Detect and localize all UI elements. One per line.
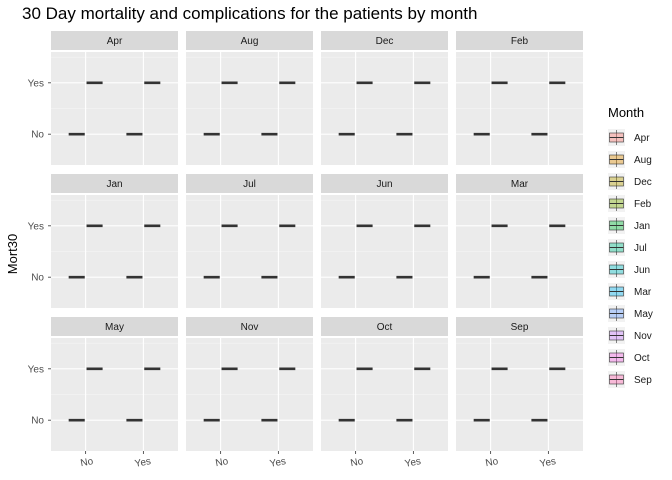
facet-strip — [321, 174, 448, 193]
facet-strip-label: Sep — [511, 322, 529, 333]
facet-strip — [456, 174, 583, 193]
facet-strip — [186, 317, 313, 336]
facet-strip-label: Jun — [376, 179, 392, 190]
facet-panel-dec: Dec — [321, 31, 448, 165]
facet-panel-may: May No Yes No Yes — [28, 317, 178, 470]
facet-panel-mar: Mar — [456, 174, 583, 308]
y-tick-label: No — [31, 273, 44, 284]
legend-item-jun: Jun — [608, 261, 650, 278]
facet-strip-label: May — [105, 322, 124, 333]
y-tick-label: No — [31, 130, 44, 141]
y-tick-label: No — [31, 416, 44, 427]
legend-label: Aug — [634, 155, 652, 166]
x-tick-label: Yes — [269, 456, 287, 470]
legend-item-sep: Sep — [608, 371, 652, 388]
x-tick-label: Yes — [134, 456, 152, 470]
legend-item-nov: Nov — [608, 327, 652, 344]
facet-panels: Apr No Yes Aug Dec Feb Jan No Yes Jul Jun Mar May No Y… — [28, 31, 583, 470]
facet-strip-label: Aug — [241, 36, 259, 47]
legend-label: Dec — [634, 177, 652, 188]
legend-label: Jun — [634, 265, 650, 276]
y-tick-label: Yes — [28, 221, 44, 232]
facet-strip — [321, 31, 448, 50]
legend-item-jan: Jan — [608, 217, 650, 234]
x-tick-label: Yes — [404, 456, 422, 470]
legend-label: Mar — [634, 287, 652, 298]
legend-label: Jul — [634, 243, 647, 254]
facet-strip — [186, 31, 313, 50]
legend-label: Oct — [634, 353, 650, 364]
legend-item-jul: Jul — [608, 239, 647, 256]
facet-strip — [321, 317, 448, 336]
facet-strip — [51, 174, 178, 193]
y-tick-label: Yes — [28, 78, 44, 89]
legend-item-mar: Mar — [608, 283, 652, 300]
legend-item-aug: Aug — [608, 151, 652, 168]
facet-strip-label: Mar — [511, 179, 529, 190]
chart-title: 30 Day mortality and complications for t… — [22, 4, 477, 23]
facet-strip — [456, 31, 583, 50]
x-tick-label: No — [215, 456, 230, 469]
facet-strip-label: Dec — [376, 36, 394, 47]
facet-panel-nov: Nov No Yes — [186, 317, 313, 470]
legend-item-apr: Apr — [608, 129, 650, 146]
legend-item-may: May — [608, 305, 653, 322]
legend-label: Apr — [634, 133, 650, 144]
facet-strip-label: Feb — [511, 36, 529, 47]
x-tick-label: Yes — [539, 456, 557, 470]
facet-strip-label: Jan — [106, 179, 122, 190]
legend: Month Apr Aug Dec Feb Jan Jul Jun Mar May Nov Oct S… — [608, 105, 653, 388]
legend-label: May — [634, 309, 653, 320]
legend-label: Jan — [634, 221, 650, 232]
facet-strip — [51, 31, 178, 50]
facet-strip-label: Jul — [243, 179, 256, 190]
legend-label: Sep — [634, 375, 652, 386]
y-tick-label: Yes — [28, 364, 44, 375]
facet-panel-apr: Apr No Yes — [28, 31, 178, 165]
facet-panel-jan: Jan No Yes — [28, 174, 178, 308]
facet-panel-jun: Jun — [321, 174, 448, 308]
legend-label: Feb — [634, 199, 652, 210]
legend-item-dec: Dec — [608, 173, 652, 190]
y-axis-title: Mort30 — [5, 234, 20, 274]
facet-strip — [456, 317, 583, 336]
x-tick-label: No — [350, 456, 365, 469]
legend-label: Nov — [634, 331, 652, 342]
facet-panel-aug: Aug — [186, 31, 313, 165]
facet-panel-feb: Feb — [456, 31, 583, 165]
legend-item-feb: Feb — [608, 195, 652, 212]
facet-strip-label: Oct — [377, 322, 393, 333]
x-tick-label: No — [485, 456, 500, 469]
facet-panel-oct: Oct No Yes — [321, 317, 448, 470]
legend-items: Apr Aug Dec Feb Jan Jul Jun Mar May Nov Oct Sep — [608, 129, 653, 388]
legend-item-oct: Oct — [608, 349, 650, 366]
facet-strip-label: Apr — [107, 36, 123, 47]
facet-strip — [186, 174, 313, 193]
facet-strip-label: Nov — [241, 322, 259, 333]
x-tick-label: No — [80, 456, 95, 469]
facet-panel-sep: Sep No Yes — [456, 317, 583, 470]
facet-panel-jul: Jul — [186, 174, 313, 308]
legend-title: Month — [608, 105, 644, 120]
facet-strip — [51, 317, 178, 336]
